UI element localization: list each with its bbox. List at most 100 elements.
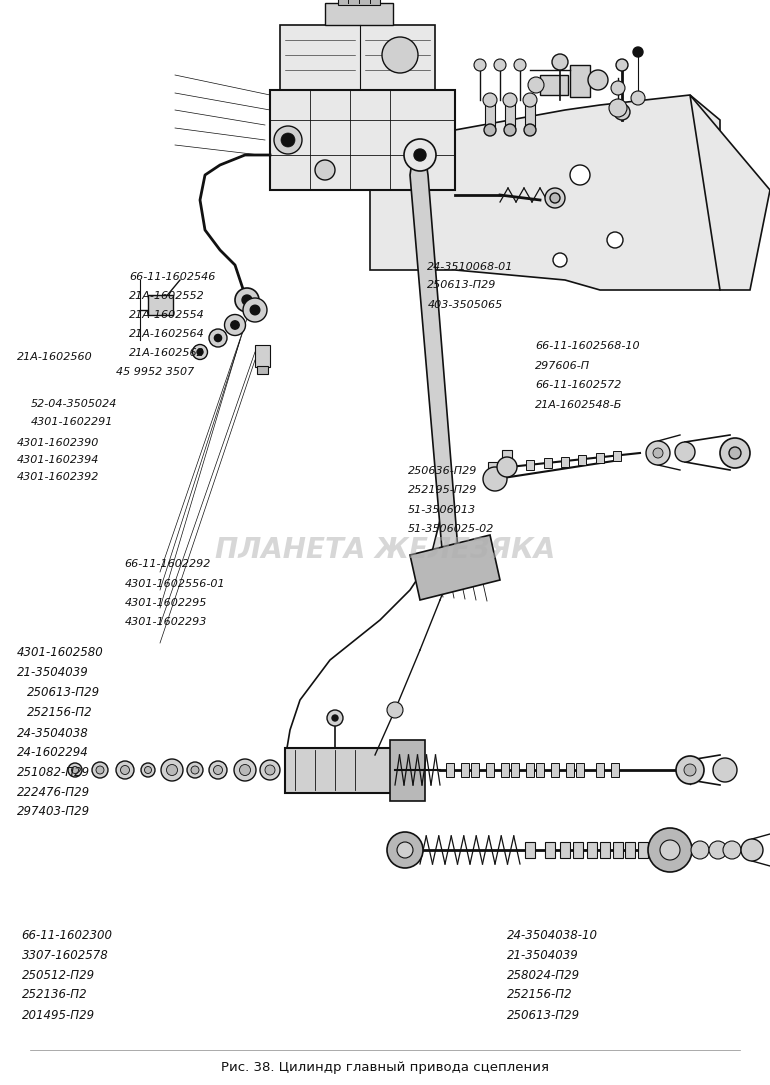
Bar xyxy=(471,763,479,777)
Circle shape xyxy=(225,315,246,335)
Bar xyxy=(625,842,635,858)
Circle shape xyxy=(281,133,295,146)
Circle shape xyxy=(609,99,627,117)
Circle shape xyxy=(92,762,108,778)
Circle shape xyxy=(633,47,643,58)
Bar xyxy=(270,90,455,190)
Bar xyxy=(505,100,515,130)
Circle shape xyxy=(676,756,704,784)
Text: 403-3505065: 403-3505065 xyxy=(427,299,503,310)
Text: 4301-1602392: 4301-1602392 xyxy=(17,472,99,483)
Text: 66-11-1602546: 66-11-1602546 xyxy=(129,271,216,282)
Circle shape xyxy=(145,766,152,774)
Circle shape xyxy=(274,126,302,154)
Bar xyxy=(502,450,512,468)
Bar xyxy=(560,842,570,858)
Bar xyxy=(544,458,552,469)
Bar xyxy=(285,748,395,793)
Circle shape xyxy=(332,715,338,722)
Circle shape xyxy=(96,766,104,774)
Bar xyxy=(551,763,559,777)
Text: 250613-П29: 250613-П29 xyxy=(507,1009,580,1022)
Bar xyxy=(566,763,574,777)
Bar xyxy=(325,3,393,25)
Circle shape xyxy=(675,442,695,462)
Text: 51-3506013: 51-3506013 xyxy=(408,505,476,515)
Circle shape xyxy=(570,165,590,186)
Bar xyxy=(446,763,454,777)
Text: 51-3506025-02: 51-3506025-02 xyxy=(408,524,494,535)
Circle shape xyxy=(483,467,507,492)
Text: 4301-1602293: 4301-1602293 xyxy=(125,616,207,627)
Circle shape xyxy=(209,761,227,779)
Bar xyxy=(390,740,425,801)
Bar xyxy=(255,345,270,367)
Bar xyxy=(596,454,604,463)
Circle shape xyxy=(720,438,750,468)
Circle shape xyxy=(116,761,134,779)
Text: 250636-П29: 250636-П29 xyxy=(408,465,477,476)
Bar xyxy=(461,763,469,777)
Text: Рис. 38. Цилиндр главный привода сцепления: Рис. 38. Цилиндр главный привода сцеплен… xyxy=(221,1061,549,1074)
Circle shape xyxy=(483,93,497,107)
Circle shape xyxy=(242,295,252,305)
Text: 24-3510068-01: 24-3510068-01 xyxy=(427,261,514,272)
Bar xyxy=(526,460,534,470)
Text: 252195-П29: 252195-П29 xyxy=(408,485,477,496)
Text: 250613-П29: 250613-П29 xyxy=(27,686,100,699)
Text: 24-3504038-10: 24-3504038-10 xyxy=(507,929,598,942)
Bar xyxy=(536,763,544,777)
Circle shape xyxy=(260,760,280,780)
Circle shape xyxy=(213,766,223,775)
Text: 66-11-1602568-10: 66-11-1602568-10 xyxy=(535,341,640,352)
Circle shape xyxy=(239,765,250,776)
Bar xyxy=(578,455,586,464)
Bar xyxy=(600,842,610,858)
Circle shape xyxy=(631,91,645,105)
Circle shape xyxy=(231,321,239,329)
Circle shape xyxy=(187,762,203,778)
Text: 21А-1602552: 21А-1602552 xyxy=(129,291,205,302)
Circle shape xyxy=(523,93,537,107)
Circle shape xyxy=(166,765,178,776)
Text: 21А-1602554: 21А-1602554 xyxy=(129,309,205,320)
Circle shape xyxy=(660,840,680,860)
Bar xyxy=(576,763,584,777)
Circle shape xyxy=(197,349,203,355)
Circle shape xyxy=(404,139,436,171)
Circle shape xyxy=(397,842,413,858)
Bar xyxy=(638,842,648,858)
Circle shape xyxy=(550,193,560,203)
Circle shape xyxy=(729,447,741,459)
Bar xyxy=(526,763,534,777)
Circle shape xyxy=(474,59,486,71)
Text: 21А-1602564: 21А-1602564 xyxy=(129,329,205,340)
Text: 258024-П29: 258024-П29 xyxy=(507,969,580,982)
Text: 24-3504038: 24-3504038 xyxy=(17,727,89,740)
Circle shape xyxy=(235,288,259,312)
Circle shape xyxy=(141,763,155,777)
Circle shape xyxy=(553,253,567,267)
Text: 21А-1602562: 21А-1602562 xyxy=(129,347,205,358)
Bar xyxy=(561,457,569,467)
Circle shape xyxy=(161,760,183,781)
Text: 4301-1602295: 4301-1602295 xyxy=(125,598,207,609)
Circle shape xyxy=(120,766,129,775)
Text: 4301-1602394: 4301-1602394 xyxy=(17,455,99,465)
Bar xyxy=(490,478,500,487)
Text: 4301-1602556-01: 4301-1602556-01 xyxy=(125,578,226,589)
Circle shape xyxy=(494,59,506,71)
Circle shape xyxy=(72,766,79,774)
Text: 66-11-1602572: 66-11-1602572 xyxy=(535,380,621,391)
Circle shape xyxy=(243,298,267,322)
Bar xyxy=(525,842,535,858)
Bar xyxy=(596,763,604,777)
Text: 4301-1602291: 4301-1602291 xyxy=(31,417,113,427)
Circle shape xyxy=(709,841,727,859)
Text: 252136-П2: 252136-П2 xyxy=(22,988,87,1001)
Text: 297606-П: 297606-П xyxy=(535,360,591,371)
Circle shape xyxy=(387,702,403,718)
Text: 45 9952 3507: 45 9952 3507 xyxy=(116,367,194,378)
Circle shape xyxy=(528,77,544,93)
Circle shape xyxy=(611,81,625,95)
